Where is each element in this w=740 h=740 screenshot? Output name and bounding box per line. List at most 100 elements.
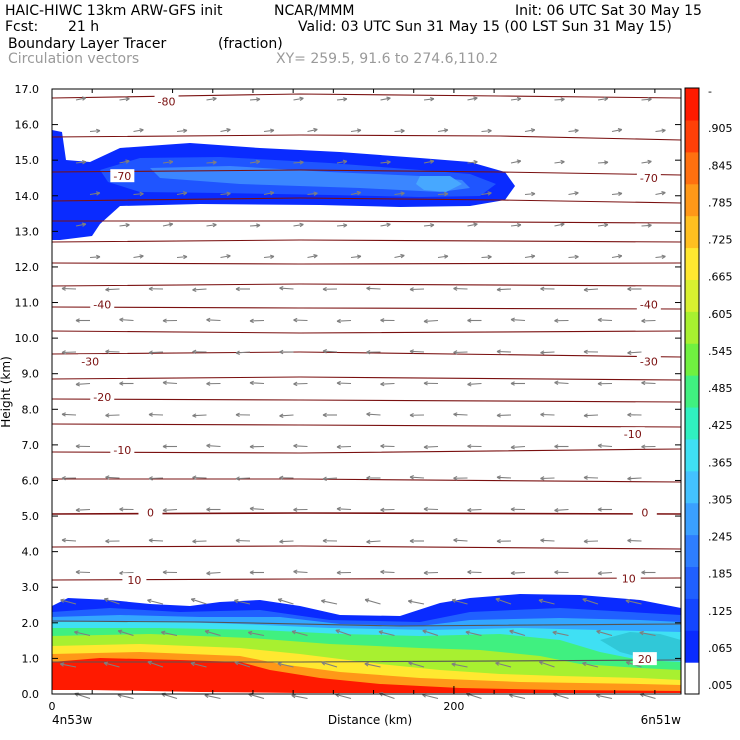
colorbar-swatch — [685, 534, 699, 568]
colorbar-swatch — [685, 598, 699, 631]
vector-arrow — [408, 661, 425, 668]
forecast-hour: 21 h — [68, 19, 100, 35]
vector-arrow — [74, 630, 91, 637]
y-axis-title: Height (km) — [0, 356, 13, 427]
colorbar-swatch — [685, 183, 699, 217]
vector-arrow — [336, 444, 352, 450]
colorbar-label: .305 — [708, 493, 733, 506]
vector-arrow — [307, 191, 318, 196]
vector-arrow — [496, 538, 512, 544]
vector-arrow — [336, 380, 352, 386]
vector-arrow — [554, 508, 569, 513]
vector-arrow — [293, 317, 308, 323]
vector-arrow — [597, 222, 609, 228]
circulation-vectors — [59, 96, 666, 700]
vector-arrow — [568, 254, 579, 260]
contour-label: 10 — [127, 574, 141, 587]
vector-arrow — [322, 412, 337, 418]
vector-arrow — [496, 349, 512, 354]
organization-label: NCAR/MMM — [274, 3, 355, 19]
colorbar-swatch — [685, 438, 699, 472]
colorbar-swatch — [685, 662, 699, 695]
contour-label-bg — [110, 443, 135, 457]
vector-arrow — [89, 128, 101, 134]
vector-arrow — [627, 350, 642, 355]
vector-arrow — [247, 630, 265, 637]
vector-arrow — [641, 97, 652, 102]
contour-line — [52, 545, 681, 550]
colorbar-swatch — [685, 151, 699, 185]
vector-arrow — [277, 598, 294, 605]
vector-arrow — [380, 443, 395, 449]
vector-arrow — [147, 660, 164, 668]
vector-arrow — [105, 413, 120, 418]
colorbar-swatch — [685, 566, 699, 599]
vector-arrow — [59, 662, 77, 668]
vector-arrow — [524, 191, 536, 197]
colorbar-label: .665 — [708, 271, 733, 284]
vector-arrow — [378, 630, 395, 637]
vector-arrow — [335, 629, 352, 637]
vector-arrow — [467, 96, 478, 101]
vector-arrow — [206, 317, 221, 323]
vector-arrow — [322, 349, 338, 354]
vector-arrow — [540, 286, 555, 292]
vector-arrow — [235, 412, 251, 418]
vector-arrow — [206, 222, 217, 228]
vector-arrow — [554, 380, 569, 385]
contour-labels: -80 -70 -70 -40 -40 -30 -30 -20 -10 -10 0 0 10 10 20 — [78, 94, 661, 666]
vector-arrow — [366, 475, 381, 481]
vector-arrow — [364, 598, 381, 605]
contour-line — [52, 512, 681, 515]
vector-arrow — [235, 286, 250, 292]
vector-arrow — [467, 444, 482, 449]
vector-arrow — [423, 506, 439, 512]
vector-arrow — [509, 629, 526, 637]
vector-arrow — [263, 254, 275, 260]
vector-arrow — [538, 660, 555, 668]
init-time: Init: 06 UTC Sat 30 May 15 — [515, 3, 702, 19]
vector-arrow — [510, 381, 525, 386]
vector-arrow — [206, 381, 221, 386]
vector-arrow — [409, 538, 424, 544]
colorbar-swatch — [685, 215, 699, 249]
vector-arrow — [380, 160, 391, 165]
vector-arrow — [597, 96, 609, 102]
teal-patch — [600, 632, 681, 660]
y-tick-label: 3.0 — [22, 581, 40, 594]
y-tick-label: 11.0 — [15, 297, 40, 310]
vector-arrow — [293, 160, 304, 165]
colorbar-label: .425 — [708, 419, 733, 432]
contour-line — [52, 620, 681, 627]
colorbar-swatch — [685, 406, 699, 440]
vector-arrow — [336, 318, 352, 324]
vector-arrow — [495, 661, 512, 668]
vector-arrow — [625, 598, 642, 605]
axes: 0.0 1.0 2.0 3.0 4.0 5.0 6.0 7.0 8.0 9.0 10.0 11.0 12… — [15, 83, 681, 713]
vector-arrow — [350, 190, 362, 196]
vector-arrow — [220, 128, 231, 133]
vector-arrow — [596, 629, 613, 637]
vector-arrow — [597, 571, 613, 576]
vector-arrow — [467, 507, 482, 513]
vector-arrow — [263, 128, 275, 133]
contour-label: -70 — [113, 170, 131, 183]
vector-arrow — [75, 96, 87, 101]
vector-arrow — [293, 96, 304, 102]
contour-label-bg — [636, 297, 661, 311]
vector-arrow — [380, 569, 395, 575]
vector-arrow — [235, 476, 251, 481]
vector-arrow — [467, 569, 482, 575]
colorbar-label: - — [708, 85, 712, 98]
contour-line — [52, 423, 681, 428]
vector-arrow — [597, 507, 612, 512]
vector-arrow — [568, 191, 579, 196]
vector-arrow — [89, 191, 101, 196]
vector-arrow — [61, 412, 77, 417]
valid-time: Valid: 03 UTC Sun 31 May 15 (00 LST Sun … — [298, 19, 672, 35]
vector-arrow — [220, 191, 231, 197]
colorbar-swatch — [685, 119, 699, 153]
tracer-fill-layer — [52, 130, 681, 694]
vector-arrow — [148, 412, 164, 417]
